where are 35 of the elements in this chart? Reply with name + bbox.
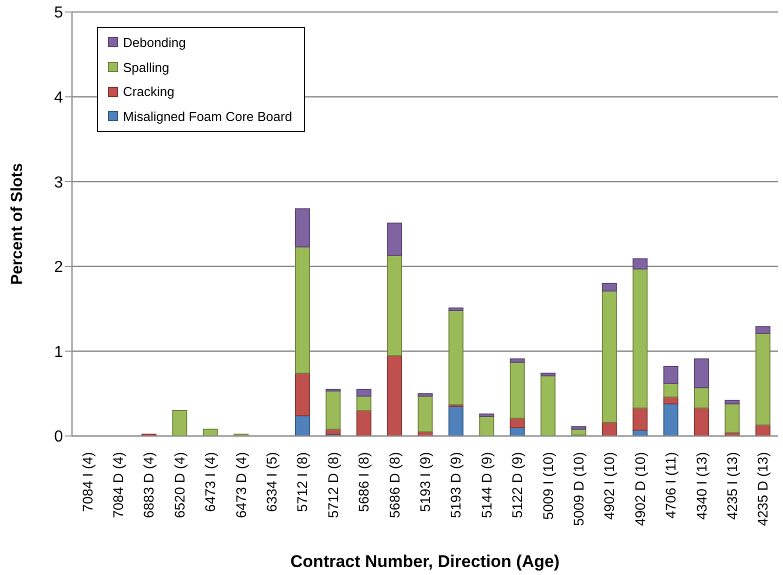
x-tick-label: 5122 D (9) — [509, 452, 526, 518]
legend-label: Cracking — [123, 84, 174, 100]
x-tick-label: 5712 I (8) — [294, 452, 310, 512]
x-tick-label: 6473 I (4) — [202, 452, 218, 512]
legend-label: Spalling — [123, 60, 170, 75]
y-axis-title: Percent of Slots — [9, 163, 27, 285]
x-tick-label: 4235 D (13) — [754, 452, 771, 526]
x-tick-label: 4340 I (13) — [693, 452, 710, 520]
y-tick-label: 2 — [54, 259, 64, 276]
x-tick-label: 6473 D (4) — [232, 452, 249, 518]
x-tick-label: 5193 D (9) — [448, 452, 464, 518]
x-tick-label: 6334 I (5) — [264, 452, 280, 512]
x-tick-label: 7084 D (4) — [110, 452, 126, 518]
x-tick-label: 5144 D (9) — [478, 452, 494, 518]
x-tick-label: 5686 D (8) — [386, 452, 402, 518]
x-tick-label: 4902 D (10) — [632, 452, 648, 526]
x-tick-label: 5686 I (8) — [356, 452, 372, 512]
x-tick-label: 4902 I (10) — [601, 452, 618, 520]
y-tick-label: 4 — [54, 89, 64, 106]
y-tick-label: 5 — [54, 4, 64, 22]
x-tick-label: 4235 I (13) — [724, 452, 740, 520]
legend-label: Debonding — [123, 34, 186, 50]
x-axis-title: Contract Number, Direction (Age) — [290, 552, 560, 572]
y-tick-label: 3 — [54, 174, 64, 192]
x-tick-label: 5193 I (9) — [417, 452, 433, 512]
x-tick-label: 5712 D (8) — [324, 452, 341, 518]
y-tick-label: 1 — [54, 344, 64, 361]
x-tick-label: 4706 I (11) — [662, 452, 679, 519]
x-tick-label: 6520 D (4) — [171, 452, 188, 518]
x-tick-label: 5009 I (10) — [540, 452, 556, 520]
y-tick-label: 0 — [54, 428, 64, 446]
x-tick-label: 5009 D (10) — [570, 452, 586, 526]
x-tick-label: 6883 D (4) — [140, 452, 157, 518]
x-tick-label: 7084 I (4) — [79, 452, 96, 512]
legend-label: Misaligned Foam Core Board — [123, 108, 292, 124]
